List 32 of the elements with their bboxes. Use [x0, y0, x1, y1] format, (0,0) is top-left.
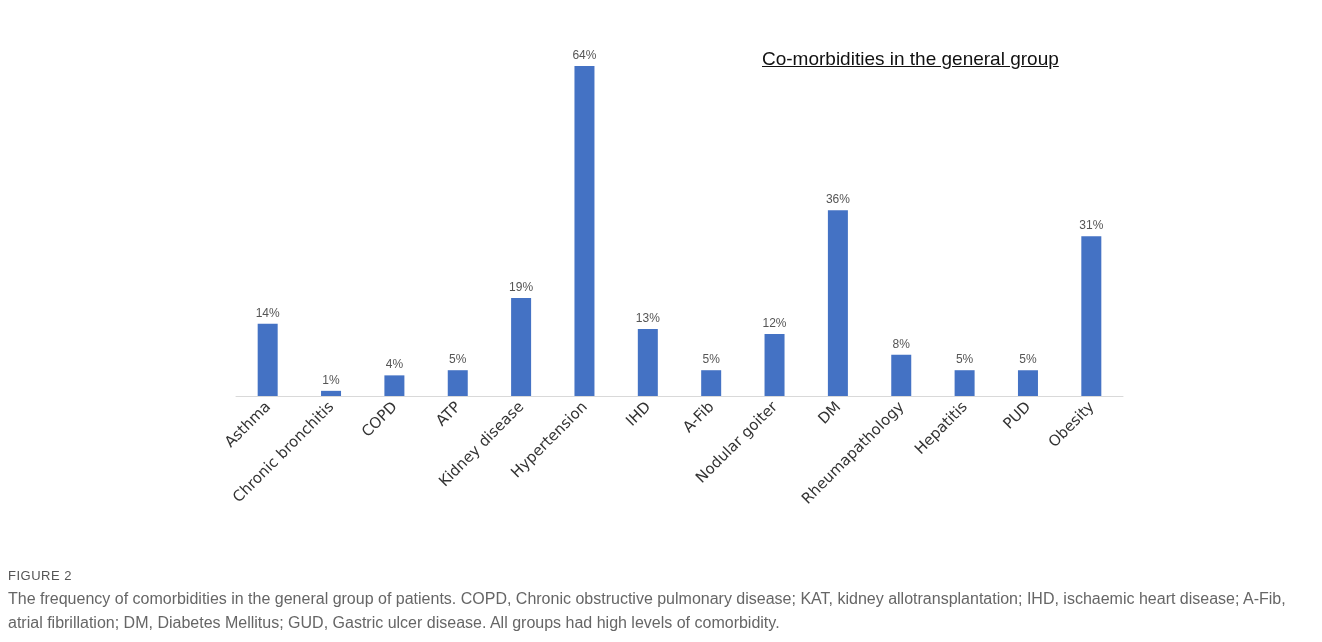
data-label: 5% [955, 352, 974, 367]
bar [827, 210, 848, 396]
bar [637, 328, 658, 396]
data-label: 64% [572, 47, 597, 62]
bar [891, 354, 912, 396]
bar [321, 390, 342, 396]
data-label: 36% [825, 192, 851, 207]
bar [764, 334, 785, 396]
data-label: 5% [449, 352, 467, 367]
data-label: 8% [892, 336, 911, 351]
data-label: 12% [762, 316, 787, 331]
data-label: 13% [635, 310, 661, 325]
data-label: 31% [1079, 218, 1104, 233]
bar [511, 298, 532, 396]
bar [384, 375, 405, 396]
bar [1081, 236, 1102, 396]
data-label: 14% [255, 305, 281, 320]
bar [257, 323, 278, 396]
text: The frequency of comorbidities in the general group of patients. COPD, Chronic obstructive pulmonary disease; KAT, kidney allotransplantation; IHD, ischaemic heart disease; A-Fib, atrial fibrillation; DM, Diabetes Mellitus; GUD, Gastric ulcer disease. All groups had high levels of comorbidity. [8, 589, 1287, 633]
bar [954, 370, 975, 396]
bar [701, 370, 722, 396]
chart-title: Co-morbidities in the general group [762, 48, 1059, 70]
bar [574, 65, 595, 396]
bar [1017, 370, 1038, 396]
data-label: 19% [509, 280, 534, 295]
bar [447, 370, 468, 396]
data-label: 5% [1019, 352, 1037, 367]
data-label: 1% [322, 372, 341, 387]
x-tick-label: IHD [622, 397, 655, 430]
data-label: 5% [702, 352, 721, 367]
data-label: 4% [385, 357, 404, 372]
caption: FIGURE 2 [8, 568, 72, 583]
